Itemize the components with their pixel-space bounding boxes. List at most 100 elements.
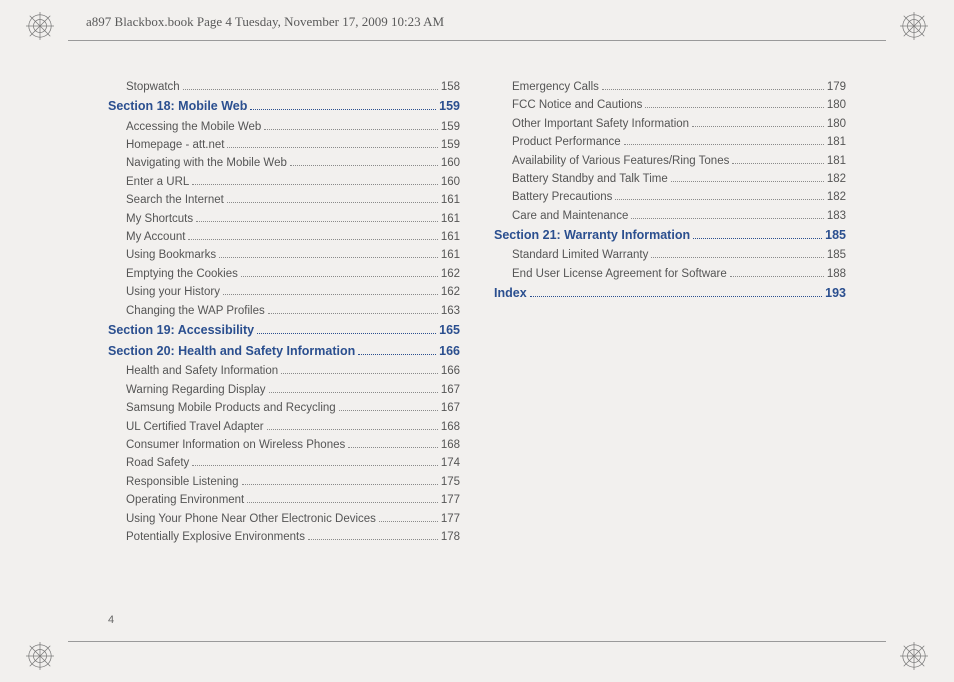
toc-label: Battery Precautions xyxy=(512,188,612,206)
toc-section-row: Section 21: Warranty Information185 xyxy=(494,225,846,246)
toc-leader xyxy=(188,232,437,240)
toc-leader xyxy=(250,102,436,111)
toc-page: 163 xyxy=(441,302,460,320)
toc-label: Potentially Explosive Environments xyxy=(126,528,305,546)
toc-label: FCC Notice and Cautions xyxy=(512,96,642,114)
toc-leader xyxy=(379,514,438,522)
toc-entry-row: Battery Standby and Talk Time182 xyxy=(494,170,846,188)
toc-label: UL Certified Travel Adapter xyxy=(126,418,264,436)
toc-leader xyxy=(257,325,436,334)
toc-leader xyxy=(223,287,438,295)
toc-page: 161 xyxy=(441,191,460,209)
toc-page: 161 xyxy=(441,210,460,228)
toc-page: 188 xyxy=(827,265,846,283)
toc-leader xyxy=(241,269,438,277)
toc-entry-row: Using your History162 xyxy=(108,283,460,301)
toc-leader xyxy=(247,495,438,503)
toc-page: 165 xyxy=(439,320,460,341)
toc-leader xyxy=(281,366,438,374)
toc-page: 159 xyxy=(441,118,460,136)
toc-leader xyxy=(268,306,438,314)
toc-entry-row: Care and Maintenance183 xyxy=(494,207,846,225)
toc-label: Warning Regarding Display xyxy=(126,381,266,399)
toc-section-row: Section 18: Mobile Web159 xyxy=(108,96,460,117)
toc-entry-row: Accessing the Mobile Web159 xyxy=(108,118,460,136)
toc-entry-row: Samsung Mobile Products and Recycling167 xyxy=(108,399,460,417)
toc-label: Consumer Information on Wireless Phones xyxy=(126,436,345,454)
toc-page: 160 xyxy=(441,154,460,172)
toc-page: 193 xyxy=(825,283,846,304)
crop-mark-icon xyxy=(900,12,928,40)
toc-page: 160 xyxy=(441,173,460,191)
toc-entry-row: Operating Environment 177 xyxy=(108,491,460,509)
toc-leader xyxy=(730,269,824,277)
toc-entry-row: Using Bookmarks161 xyxy=(108,246,460,264)
toc-label: Other Important Safety Information xyxy=(512,115,689,133)
toc-label: Health and Safety Information xyxy=(126,362,278,380)
toc-page: 177 xyxy=(441,491,460,509)
toc-leader xyxy=(196,214,438,222)
toc-label: My Shortcuts xyxy=(126,210,193,228)
toc-page: 158 xyxy=(441,78,460,96)
toc-page: 174 xyxy=(441,454,460,472)
toc-page: 167 xyxy=(441,399,460,417)
toc-page: 166 xyxy=(441,362,460,380)
toc-label: Section 21: Warranty Information xyxy=(494,225,690,246)
toc-entry-row: Consumer Information on Wireless Phones 1… xyxy=(108,436,460,454)
toc-entry-row: Enter a URL 160 xyxy=(108,173,460,191)
toc-label: Index xyxy=(494,283,527,304)
toc-page: 180 xyxy=(827,115,846,133)
toc-entry-row: Emptying the Cookies162 xyxy=(108,265,460,283)
toc-leader xyxy=(645,100,823,108)
toc-leader xyxy=(358,346,436,355)
toc-leader xyxy=(615,192,823,200)
toc-entry-row: Search the Internet161 xyxy=(108,191,460,209)
toc-leader xyxy=(651,250,823,258)
toc-section-row: Index 193 xyxy=(494,283,846,304)
toc-leader xyxy=(242,477,438,485)
toc-label: Product Performance xyxy=(512,133,621,151)
toc-entry-row: Health and Safety Information 166 xyxy=(108,362,460,380)
toc-entry-row: Other Important Safety Information 180 xyxy=(494,115,846,133)
toc-leader xyxy=(530,288,822,297)
toc-leader xyxy=(227,195,438,203)
toc-page: 166 xyxy=(439,341,460,362)
toc-page: 181 xyxy=(827,133,846,151)
toc-section-row: Section 19: Accessibility165 xyxy=(108,320,460,341)
toc-page: 168 xyxy=(441,436,460,454)
toc-leader xyxy=(671,174,824,182)
toc-page: 185 xyxy=(827,246,846,264)
toc-entry-row: End User License Agreement for Software1… xyxy=(494,265,846,283)
toc-entry-row: Availability of Various Features/Ring To… xyxy=(494,152,846,170)
toc-page: 177 xyxy=(441,510,460,528)
toc-label: Enter a URL xyxy=(126,173,189,191)
toc-leader xyxy=(631,211,823,219)
toc-label: Operating Environment xyxy=(126,491,244,509)
toc-label: Battery Standby and Talk Time xyxy=(512,170,668,188)
page-border-bottom xyxy=(68,641,886,642)
toc-leader xyxy=(732,156,823,164)
toc-leader xyxy=(219,250,438,258)
crop-mark-icon xyxy=(900,642,928,670)
print-header: a897 Blackbox.book Page 4 Tuesday, Novem… xyxy=(86,14,444,30)
toc-leader xyxy=(339,403,438,411)
toc-label: Emergency Calls xyxy=(512,78,599,96)
toc-entry-row: Stopwatch158 xyxy=(108,78,460,96)
toc-label: Availability of Various Features/Ring To… xyxy=(512,152,729,170)
toc-page: 162 xyxy=(441,265,460,283)
page-number: 4 xyxy=(108,614,114,626)
toc-label: My Account xyxy=(126,228,185,246)
toc-leader xyxy=(290,158,438,166)
toc-leader xyxy=(308,532,438,540)
toc-entry-row: Using Your Phone Near Other Electronic D… xyxy=(108,510,460,528)
toc-page: 161 xyxy=(441,228,460,246)
toc-entry-row: Battery Precautions182 xyxy=(494,188,846,206)
page-border-top xyxy=(68,40,886,41)
toc-page: 159 xyxy=(441,136,460,154)
toc-leader xyxy=(267,422,438,430)
toc-label: Care and Maintenance xyxy=(512,207,628,225)
toc-page: 168 xyxy=(441,418,460,436)
toc-page: 159 xyxy=(439,96,460,117)
toc-entry-row: Emergency Calls179 xyxy=(494,78,846,96)
toc-label: Homepage - att.net xyxy=(126,136,224,154)
